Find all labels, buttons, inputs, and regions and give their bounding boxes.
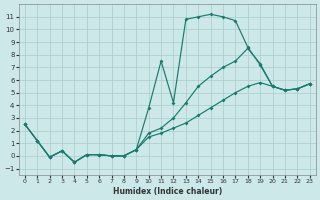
X-axis label: Humidex (Indice chaleur): Humidex (Indice chaleur) — [113, 187, 222, 196]
